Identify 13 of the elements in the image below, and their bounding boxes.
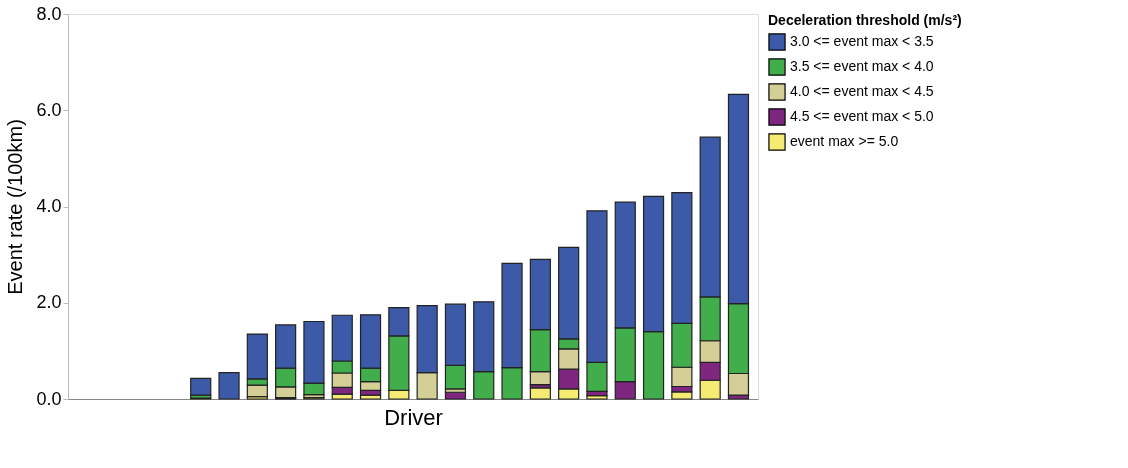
legend-label: 4.5 <= event max < 5.0 bbox=[790, 108, 934, 124]
y-tick-label: 4.0 bbox=[36, 196, 62, 216]
legend-label: 3.0 <= event max < 3.5 bbox=[790, 33, 934, 49]
legend-title: Deceleration threshold (m/s²) bbox=[768, 12, 962, 28]
legend-label: event max >= 5.0 bbox=[790, 133, 899, 149]
y-tick-label: 0.0 bbox=[36, 388, 62, 409]
y-tick-label: 6.0 bbox=[36, 99, 62, 120]
y-tick-label: 8.0 bbox=[36, 3, 62, 24]
legend-label: 4.0 <= event max < 4.5 bbox=[790, 83, 934, 99]
x-axis-title: Driver bbox=[384, 404, 443, 430]
legend-label: 3.5 <= event max < 4.0 bbox=[790, 58, 934, 74]
y-tick-label: 2.0 bbox=[36, 292, 62, 313]
y-axis-title: Event rate (/100km) bbox=[4, 119, 27, 295]
